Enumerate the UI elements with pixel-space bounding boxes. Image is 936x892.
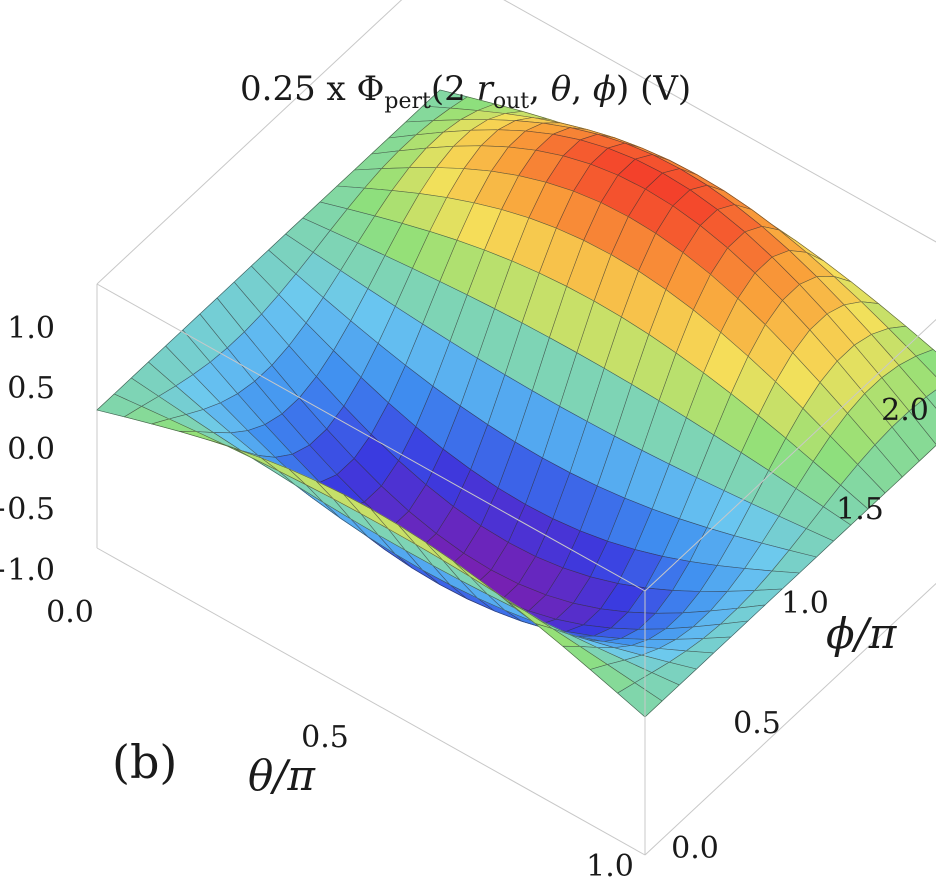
x-axis-ticks: 0.0 0.5 1.0 (46, 595, 634, 884)
y-tick-label: 0.5 (733, 706, 781, 741)
z-tick-label: 1.0 (7, 311, 55, 346)
y-tick-label: 0.0 (671, 831, 719, 866)
z-tick-label: 0.5 (7, 371, 55, 406)
panel-label: (b) (112, 735, 177, 789)
x-tick-label: 0.0 (46, 595, 94, 630)
chart-title: 0.25 x Φpert(2 rout, θ, ϕ) (V) (240, 69, 691, 114)
box-edge (96, 547, 646, 856)
z-axis-ticks: 1.0 0.5 0.0 −0.5 −1.0 (0, 311, 55, 588)
z-tick-label: −1.0 (0, 553, 55, 588)
z-tick-label: 0.0 (7, 432, 55, 467)
y-axis-ticks: 0.0 0.5 1.0 1.5 2.0 (671, 393, 929, 866)
bounding-box-back (96, 0, 936, 856)
box-edge (644, 318, 936, 592)
y-axis-label: ϕ/π (826, 609, 898, 658)
x-axis-label: θ/π (248, 751, 316, 800)
box-edge (503, 0, 936, 243)
y-tick-label: 1.5 (836, 492, 884, 527)
surface-patch (925, 389, 936, 409)
box-edge (644, 582, 936, 856)
bounding-box-front (96, 283, 936, 855)
y-tick-label: 2.0 (881, 393, 929, 428)
box-edge (96, 0, 403, 285)
z-tick-label: −0.5 (0, 492, 55, 527)
x-tick-label: 0.5 (301, 720, 349, 755)
surface-mesh (96, 89, 936, 718)
y-tick-label: 1.0 (781, 586, 829, 621)
mesh-cell (617, 682, 663, 718)
x-tick-label: 1.0 (586, 849, 634, 884)
box-edge (96, 283, 646, 592)
